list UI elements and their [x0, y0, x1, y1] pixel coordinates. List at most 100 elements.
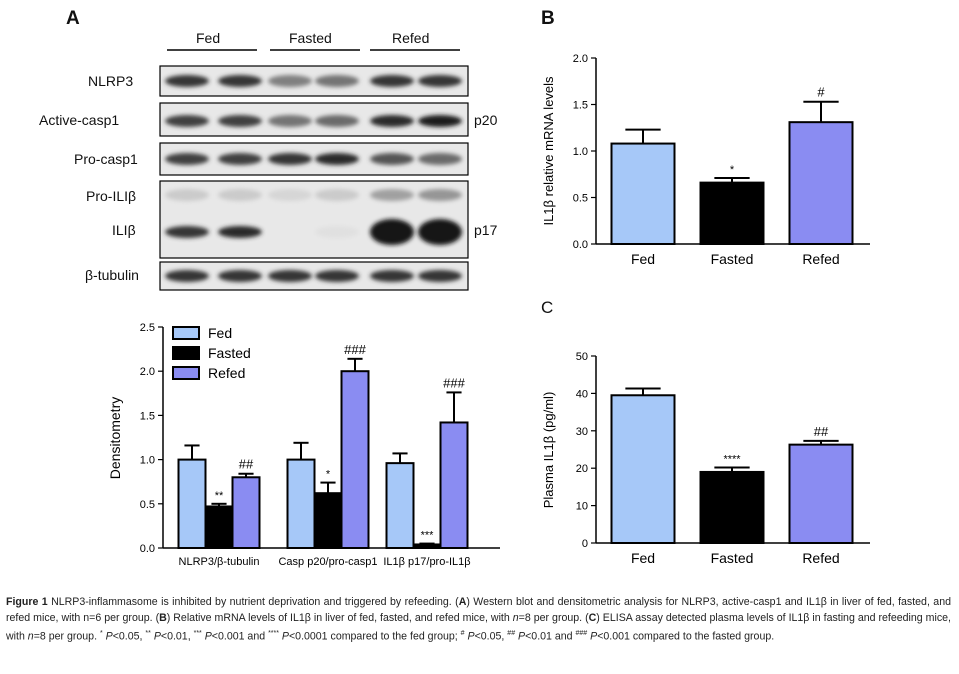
chart-b: 0.0 0.5 1.0 1.5 2.0 IL1β relative mRNA levels… — [541, 53, 870, 267]
blot-band — [370, 270, 414, 282]
blot-band — [165, 189, 209, 201]
bar-fasted — [412, 543, 442, 549]
blot-band — [315, 270, 359, 282]
y-tick-label: 50 — [576, 351, 588, 363]
blot-band — [418, 75, 462, 87]
caption-segment: ) Relative mRNA levels of IL1β in liver … — [166, 612, 513, 624]
caption-segment: <0.01, — [160, 630, 194, 643]
caption-segment: ) Western blot and densitometric analysi… — [6, 596, 951, 624]
blot-membrane — [159, 261, 469, 291]
chart-c: 0 10 20 30 40 50 Plasma IL1β (pg/ml) Fed **** Fas… — [541, 351, 870, 566]
x-tick-label: NLRP3/β-tubulin — [179, 556, 260, 568]
bar-refed — [340, 370, 370, 550]
blot-band — [418, 153, 462, 165]
x-tick-label: Fed — [631, 550, 655, 566]
bar-fed — [177, 458, 207, 550]
caption-segment: A — [458, 596, 467, 608]
y-tick-label: 2.0 — [573, 53, 588, 65]
x-tick-label: Refed — [802, 251, 839, 267]
caption-segment: **** — [268, 630, 279, 637]
legend-swatch — [172, 346, 200, 360]
caption-segment: ** — [145, 630, 151, 637]
blot-row-active-casp1: Active-casp1 — [39, 112, 120, 128]
caption-segment: Figure 1 — [6, 596, 52, 608]
significance-label: ### — [344, 342, 366, 357]
blot-band — [268, 153, 312, 165]
blot-group-fasted: Fasted — [289, 30, 332, 46]
blot-band — [370, 219, 414, 245]
significance-label: # — [817, 85, 825, 100]
blot-band — [165, 226, 209, 238]
caption-segment: =8 per group. ( — [518, 612, 589, 624]
panel-label-b: B — [541, 8, 555, 29]
blot-band — [418, 270, 462, 282]
blot-band — [315, 189, 359, 201]
bar-fasted — [699, 470, 765, 544]
y-axis-label: Densitometry — [107, 397, 123, 479]
y-tick-label: 20 — [576, 463, 588, 475]
panel-label-c: C — [541, 298, 554, 317]
x-tick-label: Refed — [802, 550, 839, 566]
caption-segment: n — [27, 630, 34, 643]
y-tick-label: 0 — [582, 538, 588, 550]
caption-segment: <0.001 and — [211, 630, 269, 643]
blot-membrane — [159, 65, 469, 97]
caption-segment: =8 per group. — [33, 630, 100, 643]
blot-band — [268, 115, 312, 127]
blot-group-fed: Fed — [196, 30, 221, 46]
blot-membrane — [159, 142, 469, 176]
y-tick-label: 2.0 — [140, 366, 155, 378]
blot-band — [268, 270, 312, 282]
caption-segment: <0.01 and — [525, 630, 576, 643]
blot-band — [268, 189, 312, 201]
blot-group-refed: Refed — [392, 30, 430, 46]
blot-band — [218, 270, 262, 282]
bar-fasted — [204, 505, 234, 549]
caption-segment: P — [278, 630, 289, 643]
y-tick-label: 1.0 — [573, 146, 588, 158]
y-tick-label: 30 — [576, 426, 588, 438]
x-tick-label: Casp p20/pro-casp1 — [278, 556, 377, 568]
bar-fed — [286, 458, 316, 550]
significance-label: * — [730, 164, 735, 176]
x-tick-label: Fasted — [711, 550, 754, 566]
blot-band — [165, 75, 209, 87]
caption-segment: ) ELISA assay detected plasma levels of … — [6, 612, 951, 643]
caption-segment: P — [464, 630, 475, 643]
caption-segment: P — [150, 630, 161, 643]
caption-segment: P — [515, 630, 526, 643]
bar-fed — [385, 462, 415, 549]
y-tick-label: 1.5 — [140, 410, 155, 422]
blot-band — [165, 270, 209, 282]
blot-band — [418, 115, 462, 127]
bar-fed — [610, 394, 676, 544]
panel-label-a: A — [66, 8, 80, 29]
x-tick-label: IL1β p17/pro-IL1β — [383, 556, 470, 568]
caption-segment: ### — [575, 630, 588, 637]
blot-membrane — [159, 102, 469, 137]
blot-band — [218, 226, 262, 238]
significance-label: ## — [814, 424, 829, 439]
y-tick-label: 2.5 — [140, 322, 155, 334]
y-axis-label: Plasma IL1β (pg/ml) — [541, 392, 556, 509]
significance-label: *** — [421, 530, 435, 542]
caption-segment: # — [460, 630, 465, 637]
significance-label: ### — [443, 375, 465, 390]
caption-segment: NLRP3-inflammasome is inhibited by nutri… — [51, 596, 459, 608]
blot-band — [268, 75, 312, 87]
blot-band — [315, 115, 359, 127]
caption-segment: P — [587, 630, 598, 643]
bar-fasted — [699, 181, 765, 245]
caption-segment: P — [201, 630, 212, 643]
blot-band — [315, 75, 359, 87]
blot-label-p20: p20 — [474, 112, 498, 128]
blot-row-pro-il1b: Pro-ILIβ — [86, 188, 137, 204]
blot-band — [218, 189, 262, 201]
legend-label: Fed — [208, 325, 232, 341]
y-tick-label: 0.5 — [140, 499, 155, 511]
y-tick-label: 1.0 — [140, 455, 155, 467]
caption-segment: n — [512, 612, 519, 624]
bar-refed — [788, 443, 854, 544]
y-tick-label: 40 — [576, 388, 588, 400]
